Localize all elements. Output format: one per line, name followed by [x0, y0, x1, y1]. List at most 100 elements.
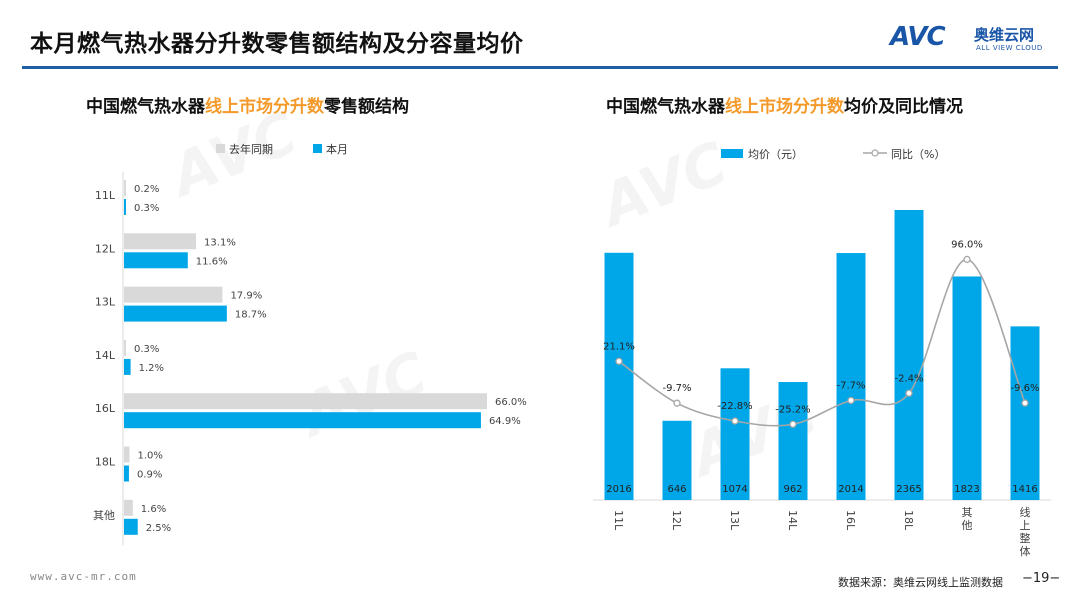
logo-en: ALL VIEW CLOUD [976, 44, 1043, 52]
legend-label-yoy: 同比（%） [891, 148, 945, 161]
data-label-yoy: 21.1% [603, 341, 635, 352]
avc-logo: AVC 奥维云网 ALL VIEW CLOUD [890, 22, 1060, 56]
right-title-part-b: 均价及同比情况 [844, 97, 963, 117]
data-label-yoy: -2.4% [894, 373, 923, 384]
bar-this-month [124, 199, 126, 215]
category-tick-label: 12L [95, 242, 116, 255]
bar-this-month [124, 358, 131, 375]
yoy-point [963, 255, 971, 264]
bar-this-month [124, 412, 481, 429]
yoy-point [905, 389, 913, 397]
category-tick-label: 18L [902, 510, 915, 531]
category-tick-label: 16L [95, 402, 116, 415]
data-label-avg-price: 1074 [722, 484, 747, 495]
category-tick-label: 13L [728, 510, 741, 531]
slide-title: 本月燃气热水器分升数零售额结构及分容量均价 [30, 31, 524, 57]
yoy-point [1021, 399, 1029, 407]
data-label-yoy: -25.2% [775, 404, 810, 415]
legend-label-last-year: 去年同期 [229, 142, 273, 156]
right-title-highlight: 线上市场分升数 [725, 97, 844, 117]
data-label-last-year: 13.1% [204, 237, 236, 248]
bar-avg-price [604, 252, 634, 500]
data-label-this-month: 1.2% [139, 363, 164, 374]
bar-last-year [124, 499, 133, 516]
yoy-point [731, 417, 739, 425]
yoy-point [789, 420, 797, 428]
yoy-point [615, 357, 623, 365]
data-label-yoy: -9.6% [1010, 383, 1039, 394]
right-panel-title: 中国燃气热水器线上市场分升数均价及同比情况 [606, 92, 963, 117]
data-source: 数据来源：奥维云网线上监测数据 [838, 576, 1003, 589]
right-title-part-a: 中国燃气热水器 [606, 97, 725, 117]
legend-swatch-this-month [313, 144, 322, 153]
category-tick-label: 14L [95, 349, 116, 362]
left-title-part-b: 零售额结构 [324, 97, 409, 117]
category-tick-label: 11L [95, 189, 116, 202]
bar-last-year [124, 233, 197, 250]
data-label-avg-price: 2016 [606, 484, 631, 495]
data-label-avg-price: 646 [667, 484, 686, 495]
bar-this-month [124, 252, 188, 269]
data-label-this-month: 2.5% [146, 523, 171, 534]
category-tick-label: 13L [95, 296, 116, 309]
bar-avg-price [952, 276, 982, 500]
bar-this-month [124, 305, 227, 322]
category-tick-label: 12L [670, 510, 683, 531]
data-label-avg-price: 2365 [896, 484, 921, 495]
bar-avg-price [778, 382, 808, 500]
data-label-yoy: -22.8% [717, 401, 752, 412]
bar-avg-price [720, 368, 750, 500]
avg-price-chart: 均价（元） 同比（%） 2016 11L 646 12L 1074 13L 962 14L 2014… [593, 148, 1051, 558]
data-label-last-year: 1.6% [141, 504, 166, 515]
title-rule [22, 66, 1058, 69]
category-tick-label: 线上整体 [1020, 505, 1031, 558]
data-label-last-year: 0.2% [134, 184, 159, 195]
data-label-yoy: -7.7% [836, 380, 865, 391]
bar-last-year [124, 446, 130, 463]
logo-avc: AVC [890, 22, 946, 52]
bar-avg-price [662, 420, 692, 500]
yoy-point [847, 396, 855, 405]
bar-last-year [124, 393, 487, 410]
category-tick-label: 14L [786, 510, 799, 531]
data-label-avg-price: 2014 [838, 484, 863, 495]
data-label-last-year: 17.9% [230, 291, 262, 302]
bar-avg-price [1010, 326, 1040, 500]
data-label-this-month: 0.9% [137, 470, 162, 481]
data-label-this-month: 0.3% [134, 203, 159, 214]
data-label-this-month: 11.6% [196, 256, 228, 267]
yoy-point [673, 399, 681, 407]
category-tick-label: 其他 [93, 509, 115, 522]
data-label-this-month: 64.9% [489, 416, 521, 427]
data-label-yoy: -9.7% [662, 383, 691, 394]
data-label-this-month: 18.7% [235, 310, 267, 321]
bar-last-year [124, 339, 126, 356]
category-tick-label: 18L [95, 456, 116, 469]
page-number: −19− [1022, 571, 1061, 586]
legend-swatch-avg-price [721, 149, 743, 158]
footer-url: www.avc-mr.com [30, 570, 137, 583]
legend-marker-yoy [871, 149, 879, 157]
legend-swatch-last-year [216, 144, 225, 153]
data-label-last-year: 1.0% [138, 451, 163, 462]
category-tick-label: 其他 [962, 506, 973, 532]
legend-label-avg-price: 均价（元） [748, 148, 803, 161]
bar-this-month [124, 465, 129, 482]
data-label-last-year: 0.3% [134, 344, 159, 355]
data-label-yoy: 96.0% [951, 239, 983, 250]
left-title-part-a: 中国燃气热水器 [86, 97, 205, 117]
data-label-last-year: 66.0% [495, 397, 527, 408]
bar-avg-price [836, 253, 866, 500]
legend-label-this-month: 本月 [326, 142, 348, 156]
bar-last-year [124, 180, 126, 196]
category-tick-label: 16L [844, 510, 857, 531]
category-tick-label: 11L [612, 510, 625, 531]
bar-avg-price [894, 210, 924, 500]
left-title-highlight: 线上市场分升数 [205, 97, 324, 117]
bar-this-month [124, 518, 138, 535]
data-label-avg-price: 1823 [954, 484, 979, 495]
bar-last-year [124, 286, 223, 303]
data-label-avg-price: 1416 [1012, 484, 1037, 495]
logo-cn: 奥维云网 [974, 26, 1035, 44]
retail-structure-chart: 去年同期 本月 11L 0.2% 0.3% 12L 13.1% 11.6% 13L 17.9% 18… [93, 142, 527, 546]
